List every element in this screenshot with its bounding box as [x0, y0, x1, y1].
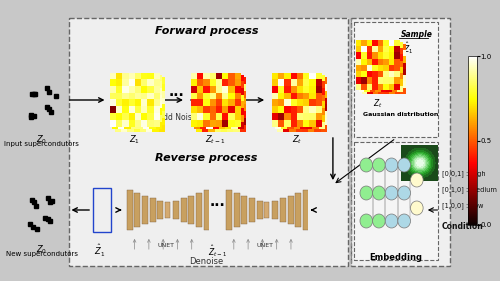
Text: ···: ···: [210, 199, 226, 213]
Text: $Z_0$: $Z_0$: [36, 133, 47, 146]
Text: Sample: Sample: [400, 30, 432, 39]
Text: Embedding: Embedding: [370, 253, 422, 262]
FancyBboxPatch shape: [68, 18, 348, 266]
Text: Forward process: Forward process: [155, 26, 258, 36]
FancyBboxPatch shape: [354, 22, 438, 137]
Text: $Z_0$: $Z_0$: [36, 243, 47, 255]
Circle shape: [372, 186, 385, 200]
Text: $\hat{Z}_{t-1}$: $\hat{Z}_{t-1}$: [208, 243, 227, 259]
Text: Gaussian distribution: Gaussian distribution: [363, 112, 438, 117]
Text: $Z_1$: $Z_1$: [129, 133, 140, 146]
Circle shape: [398, 186, 410, 200]
Text: [0,1,0] : Medium: [0,1,0] : Medium: [442, 186, 497, 193]
Bar: [93, 188, 111, 232]
Text: $\hat{Z}_1$: $\hat{Z}_1$: [94, 243, 105, 259]
Circle shape: [360, 186, 372, 200]
Circle shape: [372, 158, 385, 172]
Text: Input supercondutors: Input supercondutors: [4, 141, 79, 147]
Text: [1,0,0] : Low: [1,0,0] : Low: [442, 202, 484, 209]
Circle shape: [410, 173, 423, 187]
Text: [0,0,1] : High: [0,0,1] : High: [442, 170, 486, 177]
Circle shape: [398, 158, 410, 172]
Circle shape: [385, 214, 398, 228]
FancyBboxPatch shape: [354, 142, 438, 260]
Circle shape: [385, 158, 398, 172]
Circle shape: [385, 186, 398, 200]
Text: Reverse process: Reverse process: [156, 153, 258, 163]
Text: $Z_t$: $Z_t$: [292, 133, 302, 146]
FancyBboxPatch shape: [351, 18, 450, 266]
Circle shape: [360, 214, 372, 228]
Text: Denoise: Denoise: [190, 257, 224, 266]
Circle shape: [372, 214, 385, 228]
Text: $Z_t$: $Z_t$: [373, 97, 383, 110]
Circle shape: [398, 214, 410, 228]
Text: Add Noise: Add Noise: [158, 113, 196, 122]
Circle shape: [410, 201, 423, 215]
Text: $Z_{t-1}$: $Z_{t-1}$: [206, 133, 226, 146]
Text: New supercondutors: New supercondutors: [6, 251, 78, 257]
Circle shape: [360, 158, 372, 172]
Text: ···: ···: [169, 89, 184, 103]
Text: $\hat{Z}_1$: $\hat{Z}_1$: [404, 40, 413, 56]
Text: Condition: Condition: [442, 222, 484, 231]
